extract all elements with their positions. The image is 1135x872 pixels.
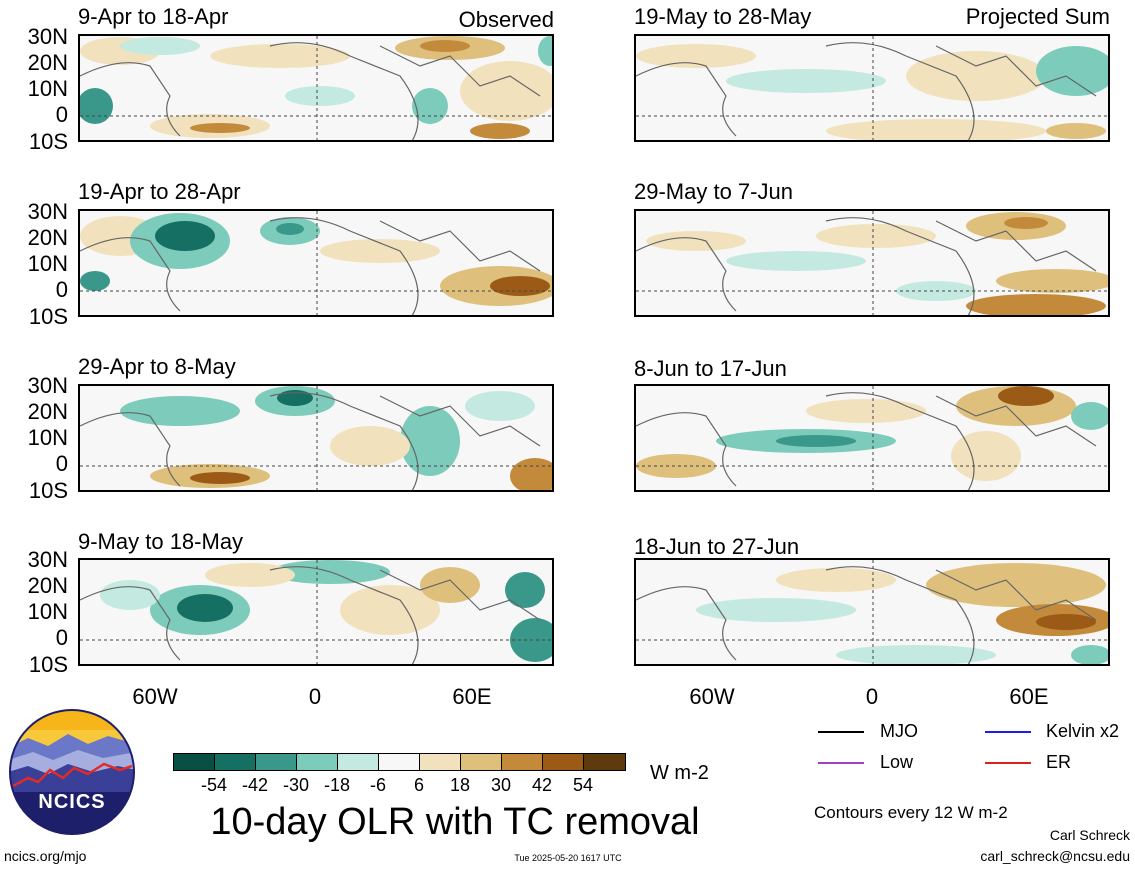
colorbar-swatch [460,753,502,771]
lon-label: 0 [865,684,879,709]
projected-label: Projected Sum [965,4,1110,29]
lat-label: 10N [27,599,68,624]
map-panel-right-4 [634,558,1110,666]
lat-label: 10S [28,129,68,154]
website-link: ncics.org/mjo [4,848,87,864]
lat-label: 10S [28,478,68,503]
lat-label: 0 [55,451,68,476]
panel-title-right-1: 19-May to 28-May [634,4,812,29]
panel-title-left-3: 29-Apr to 8-May [78,354,236,379]
colorbar-label: -54 [200,775,227,795]
colorbar-label: 6 [413,775,424,795]
lat-label: 10S [28,304,68,329]
colorbar-swatch [501,753,543,771]
timestamp: Tue 2025-05-20 1617 UTC [514,853,622,863]
lon-label: 60W [689,684,735,709]
colorbar-swatch [419,753,461,771]
colorbar-label: 18 [449,775,471,795]
map-panel-left-1 [78,34,554,142]
lat-label: 30N [27,199,68,224]
colorbar-swatch [337,753,379,771]
map-panel-right-3 [634,384,1110,492]
map-panel-left-2 [78,209,554,317]
colorbar-label: 54 [572,775,594,795]
colorbar-swatch [214,753,256,771]
map-panel-right-2 [634,209,1110,317]
colorbar-swatch [378,753,420,771]
lat-label: 0 [55,625,68,650]
colorbar-label: -18 [323,775,350,795]
lat-label: 10S [28,652,68,677]
colorbar-label: -30 [282,775,309,795]
lat-label: 30N [27,373,68,398]
lat-label: 10N [27,76,68,101]
panel-title-left-1: 9-Apr to 18-Apr [78,4,229,29]
colorbar-label: 42 [531,775,553,795]
lat-label: 0 [55,102,68,127]
lat-label: 20N [27,225,68,250]
lat-label: 20N [27,573,68,598]
colorbar-swatch [583,753,626,771]
lat-label: 30N [27,547,68,572]
colorbar-label: 30 [490,775,512,795]
colorbar-label: -42 [241,775,268,795]
legend-line-mjo [818,731,864,733]
logo-text: NCICS [38,791,106,813]
colorbar-swatch [173,753,215,771]
lat-label: 30N [27,24,68,49]
lat-label: 10N [27,251,68,276]
lat-label: 20N [27,50,68,75]
colorbar-swatch [296,753,338,771]
legend-line-er [985,762,1031,764]
panel-title-left-4: 9-May to 18-May [78,529,244,554]
lon-label: 60W [132,684,178,709]
map-panel-left-4 [78,558,554,666]
colorbar-label: -6 [369,775,386,795]
panel-title-right-2: 29-May to 7-Jun [634,179,793,204]
panel-title-right-4: 18-Jun to 27-Jun [634,534,800,559]
main-title: 10-day OLR with TC removal [210,801,700,843]
lon-label: 60E [1009,684,1049,709]
map-panel-left-3 [78,384,554,492]
lat-label: 0 [55,277,68,302]
lon-label: 0 [308,684,322,709]
observed-label: Observed [458,7,554,32]
legend-label-mjo: MJO [880,721,918,741]
colorbar-swatch [255,753,297,771]
legend-line-kelvin [985,731,1031,733]
panel-title-right-3: 8-Jun to 17-Jun [634,356,787,381]
colorbar-swatch [542,753,584,771]
legend-label-er: ER [1046,752,1072,772]
contours-note: Contours every 12 W m-2 [814,803,1008,822]
map-panel-right-1 [634,34,1110,142]
colorbar-units: W m-2 [650,762,709,784]
lat-label: 10N [27,425,68,450]
legend-label-low: Low [880,752,914,772]
legend-line-low [818,762,864,764]
ncics-logo: NCICS [8,708,136,836]
author-email: carl_schreck@ncsu.edu [980,848,1130,864]
lon-label: 60E [452,684,492,709]
panel-title-left-2: 19-Apr to 28-Apr [78,179,241,204]
author-name: Carl Schreck [1049,827,1130,843]
lat-label: 20N [27,399,68,424]
legend-label-kelvin: Kelvin x2 [1046,721,1120,741]
